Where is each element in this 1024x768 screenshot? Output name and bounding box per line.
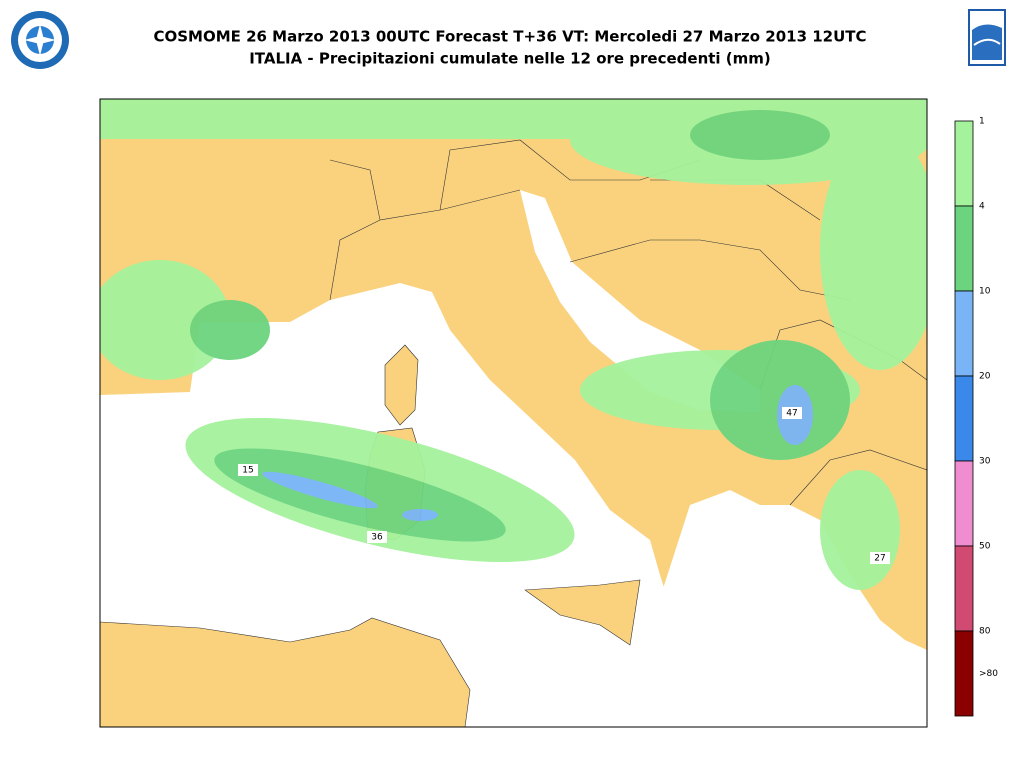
corsica bbox=[384, 344, 419, 426]
annotation: 47 bbox=[786, 409, 797, 419]
colorbar-label: 10 bbox=[979, 287, 991, 297]
annotation: 36 bbox=[371, 533, 383, 543]
subtitle: ITALIA - Precipitazioni cumulate nelle 1… bbox=[249, 50, 771, 68]
precipitation bbox=[100, 99, 927, 590]
colorbar-box bbox=[954, 375, 974, 462]
colorbar-box bbox=[954, 460, 974, 547]
left-logo bbox=[11, 11, 69, 69]
colorbar-box bbox=[954, 545, 974, 632]
map: 15 36 47 27 bbox=[100, 99, 927, 727]
colorbar-label: 50 bbox=[979, 542, 991, 552]
colorbar-label: 80 bbox=[979, 627, 991, 637]
colorbar-box bbox=[954, 205, 974, 292]
colorbar-label: 20 bbox=[979, 372, 991, 382]
title: COSMOME 26 Marzo 2013 00UTC Forecast T+3… bbox=[153, 28, 866, 46]
africa bbox=[100, 617, 471, 727]
annotation: 15 bbox=[242, 466, 253, 476]
colorbar-label: 1 bbox=[979, 117, 985, 127]
colorbar-label: >80 bbox=[979, 669, 998, 679]
map-frame bbox=[99, 98, 928, 728]
annotations: 15 36 47 27 bbox=[238, 407, 890, 564]
colorbar: 1 4 10 20 30 50 80 >80 bbox=[954, 117, 998, 717]
colorbar-box bbox=[954, 630, 974, 717]
colorbar-box bbox=[954, 120, 974, 207]
colorbar-label: 4 bbox=[979, 202, 985, 212]
right-logo bbox=[968, 9, 1006, 66]
annotation: 27 bbox=[874, 554, 885, 564]
sicily bbox=[524, 579, 641, 646]
borders bbox=[329, 139, 927, 506]
colorbar-label: 30 bbox=[979, 457, 991, 467]
colorbar-box bbox=[954, 290, 974, 377]
